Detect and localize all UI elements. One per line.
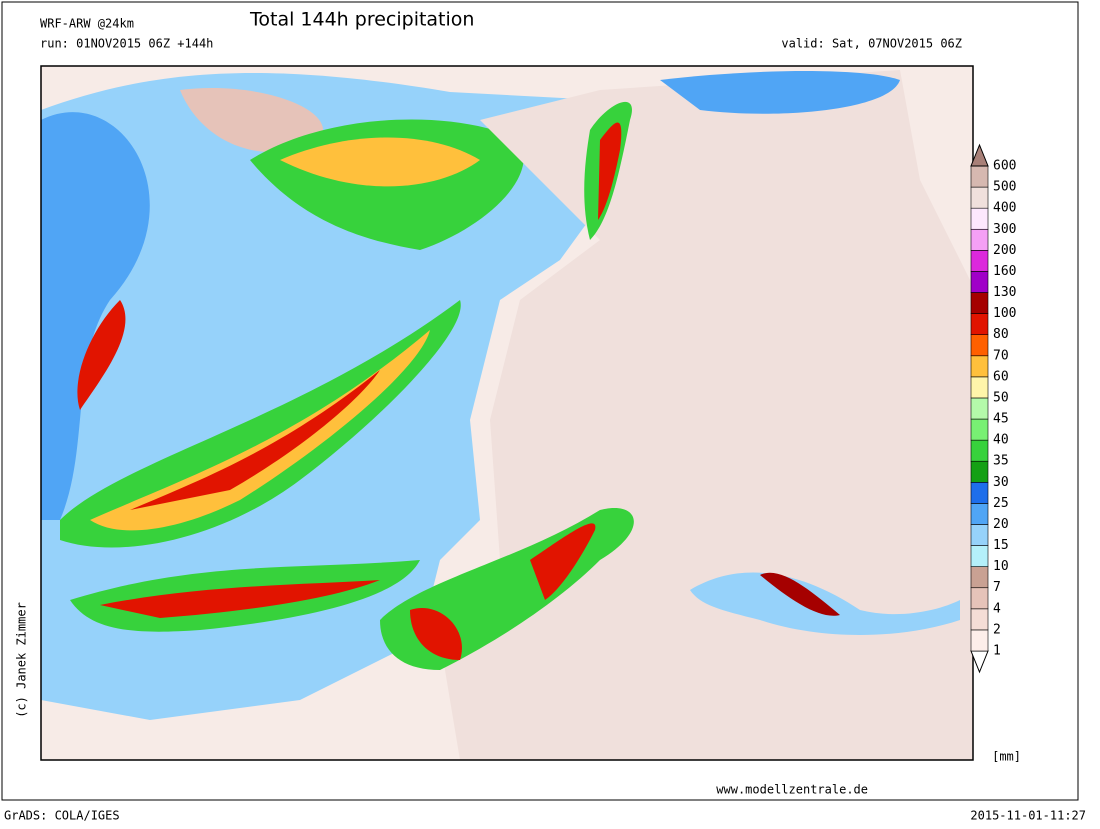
website: www.modellzentrale.de: [716, 783, 868, 797]
colorbar-label: 400: [993, 201, 1016, 216]
colorbar-cell: [970, 482, 989, 504]
colorbar-cell: [970, 313, 989, 335]
colorbar-label: 80: [993, 327, 1009, 342]
colorbar-cell: [970, 545, 989, 567]
map-title: Total 144h precipitation: [249, 9, 474, 31]
precip-core: [410, 608, 462, 660]
timestamp: 2015-11-01-11:27: [970, 809, 1086, 823]
precip-core: [530, 523, 596, 600]
colorbar-cell: [970, 207, 989, 230]
colorbar-label: 200: [993, 243, 1016, 258]
colorbar-label: 130: [993, 285, 1016, 300]
colorbar-cell: [970, 271, 989, 293]
map: [40, 65, 974, 761]
colorbar-label: 7: [993, 580, 1001, 595]
land-dry: [440, 70, 973, 760]
colorbar-label: 300: [993, 222, 1016, 237]
colorbar-label: 4: [993, 601, 1001, 616]
author-credit: (c) Janek Zimmer: [15, 602, 29, 718]
colorbar-label: 45: [993, 412, 1009, 427]
colorbar-label: 100: [993, 306, 1016, 321]
valid-label: valid: Sat, 07NOV2015 06Z: [781, 37, 962, 51]
precip-core: [100, 580, 380, 618]
model-label: WRF-ARW @24km: [40, 17, 134, 31]
precip-area: [660, 70, 900, 114]
colorbar-cell: [970, 292, 989, 314]
colorbar-cell: [970, 397, 989, 420]
colorbar-cell: [970, 629, 989, 652]
colorbar-label: 60: [993, 369, 1009, 384]
colorbar-cell: [970, 186, 989, 209]
colorbar-cell: [970, 228, 989, 251]
colorbar-label: 10: [993, 559, 1009, 574]
colorbar-cell: [970, 566, 989, 589]
colorbar-cell: [970, 503, 989, 525]
colorbar-label: 25: [993, 496, 1009, 511]
colorbar-label: 600: [993, 159, 1016, 174]
colorbar-triangle: [970, 143, 989, 167]
precip-core: [77, 300, 126, 410]
software-credit: GrADS: COLA/IGES: [4, 809, 120, 823]
colorbar-cell: [970, 376, 989, 399]
precip-band: [280, 137, 480, 187]
colorbar-label: 20: [993, 517, 1009, 532]
colorbar-cell: [970, 608, 989, 631]
colorbar-label: 500: [993, 180, 1016, 195]
precip-area: [41, 112, 150, 520]
precip-core: [598, 122, 622, 220]
colorbar-label: 15: [993, 538, 1009, 553]
precip-band: [90, 330, 430, 531]
colorbar-label: 70: [993, 348, 1009, 363]
colorbar-cell: [970, 334, 989, 357]
colorbar-label: 160: [993, 264, 1016, 279]
precip-core: [760, 572, 840, 616]
unit-label: [mm]: [992, 750, 1021, 764]
colorbar-label: 50: [993, 390, 1009, 405]
run-label: run: 01NOV2015 06Z +144h: [40, 37, 213, 51]
colorbar-cell: [970, 250, 989, 272]
colorbar-label: 30: [993, 475, 1009, 490]
colorbar-cell: [970, 524, 989, 546]
colorbar-cell: [970, 418, 989, 441]
precip-band: [60, 300, 461, 548]
colorbar-label: 35: [993, 454, 1009, 469]
colorbar: 1 2 4 7 10 15 20 25 30 35 40 45 50 60 70 80 100 130 160 200…: [970, 143, 1016, 674]
colorbar-cell: [970, 460, 989, 483]
colorbar-label: 1: [993, 644, 1001, 659]
colorbar-label: 2: [993, 622, 1001, 637]
colorbar-label: 40: [993, 433, 1009, 448]
colorbar-cell: [970, 355, 989, 378]
colorbar-cell: [970, 165, 989, 188]
land-dry: [180, 88, 324, 152]
colorbar-cell: [970, 587, 989, 610]
colorbar-cell: [970, 439, 989, 462]
